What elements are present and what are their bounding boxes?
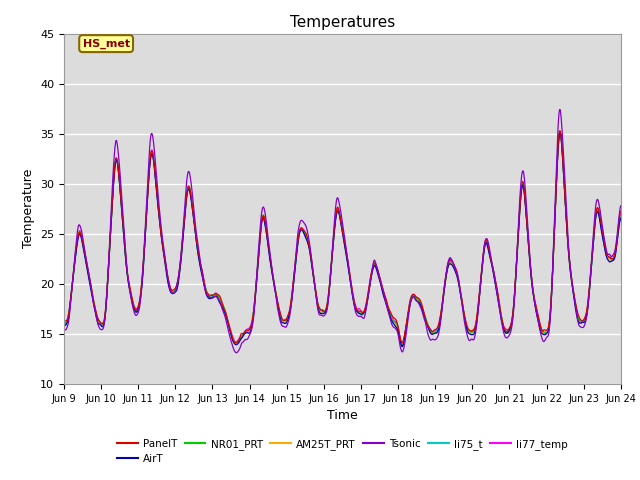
Tsonic bbox=[60, 326, 68, 332]
AirT bbox=[296, 228, 304, 234]
li75_t bbox=[556, 129, 564, 134]
AirT bbox=[308, 263, 316, 268]
AM25T_PRT bbox=[296, 227, 304, 233]
NR01_PRT bbox=[398, 343, 406, 348]
Line: li77_temp: li77_temp bbox=[64, 132, 621, 345]
Tsonic bbox=[556, 107, 564, 112]
Line: AirT: AirT bbox=[64, 133, 621, 347]
AirT bbox=[126, 287, 134, 292]
li77_temp bbox=[318, 307, 326, 312]
NR01_PRT bbox=[377, 280, 385, 286]
NR01_PRT bbox=[556, 130, 564, 135]
AM25T_PRT bbox=[308, 262, 316, 267]
li77_temp bbox=[296, 227, 304, 232]
PanelT bbox=[318, 308, 326, 313]
Text: HS_met: HS_met bbox=[83, 38, 130, 49]
AirT bbox=[377, 282, 385, 288]
AM25T_PRT bbox=[556, 131, 564, 136]
li75_t bbox=[296, 228, 304, 233]
li75_t bbox=[60, 323, 68, 328]
li77_temp bbox=[398, 342, 406, 348]
li77_temp bbox=[60, 319, 68, 324]
Tsonic bbox=[318, 313, 326, 319]
li75_t bbox=[126, 287, 134, 292]
li77_temp bbox=[617, 211, 625, 217]
AirT bbox=[398, 344, 406, 349]
Line: NR01_PRT: NR01_PRT bbox=[64, 132, 621, 346]
AirT bbox=[60, 323, 68, 328]
PanelT bbox=[398, 340, 406, 346]
AirT bbox=[318, 311, 326, 317]
PanelT bbox=[377, 279, 385, 285]
Legend: PanelT, AirT, NR01_PRT, AM25T_PRT, Tsonic, li75_t, li77_temp: PanelT, AirT, NR01_PRT, AM25T_PRT, Tsoni… bbox=[113, 435, 572, 468]
PanelT bbox=[60, 318, 68, 324]
NR01_PRT bbox=[296, 226, 304, 232]
Title: Temperatures: Temperatures bbox=[290, 15, 395, 30]
Tsonic bbox=[297, 218, 305, 224]
Y-axis label: Temperature: Temperature bbox=[22, 169, 35, 249]
AM25T_PRT bbox=[60, 323, 68, 329]
PanelT bbox=[556, 128, 564, 133]
li77_temp bbox=[103, 288, 111, 293]
NR01_PRT bbox=[126, 287, 134, 292]
li77_temp bbox=[308, 258, 316, 264]
PanelT bbox=[126, 283, 134, 289]
li77_temp bbox=[377, 278, 385, 284]
AirT bbox=[103, 288, 111, 294]
Line: Tsonic: Tsonic bbox=[64, 109, 621, 353]
Line: AM25T_PRT: AM25T_PRT bbox=[64, 133, 621, 346]
AM25T_PRT bbox=[103, 289, 111, 295]
NR01_PRT bbox=[318, 308, 326, 313]
NR01_PRT bbox=[308, 259, 316, 265]
li75_t bbox=[308, 261, 316, 267]
li75_t bbox=[617, 215, 625, 220]
Tsonic bbox=[308, 261, 316, 266]
li75_t bbox=[377, 281, 385, 287]
li75_t bbox=[318, 310, 326, 315]
Tsonic bbox=[126, 288, 134, 293]
PanelT bbox=[296, 227, 304, 232]
Tsonic bbox=[232, 350, 240, 356]
PanelT bbox=[103, 286, 111, 291]
li77_temp bbox=[556, 129, 564, 134]
NR01_PRT bbox=[60, 322, 68, 328]
PanelT bbox=[308, 260, 316, 265]
Tsonic bbox=[617, 203, 625, 209]
NR01_PRT bbox=[103, 288, 111, 293]
AM25T_PRT bbox=[617, 215, 625, 220]
li75_t bbox=[103, 288, 111, 294]
NR01_PRT bbox=[617, 215, 625, 220]
AM25T_PRT bbox=[398, 343, 406, 349]
AM25T_PRT bbox=[318, 311, 326, 316]
X-axis label: Time: Time bbox=[327, 409, 358, 422]
AM25T_PRT bbox=[126, 287, 134, 292]
li77_temp bbox=[126, 288, 134, 294]
Tsonic bbox=[378, 282, 385, 288]
Line: PanelT: PanelT bbox=[64, 131, 621, 343]
PanelT bbox=[617, 208, 625, 214]
li75_t bbox=[398, 343, 406, 349]
AM25T_PRT bbox=[377, 281, 385, 287]
Line: li75_t: li75_t bbox=[64, 132, 621, 346]
Tsonic bbox=[103, 287, 111, 293]
AirT bbox=[617, 216, 625, 221]
AirT bbox=[556, 130, 564, 136]
